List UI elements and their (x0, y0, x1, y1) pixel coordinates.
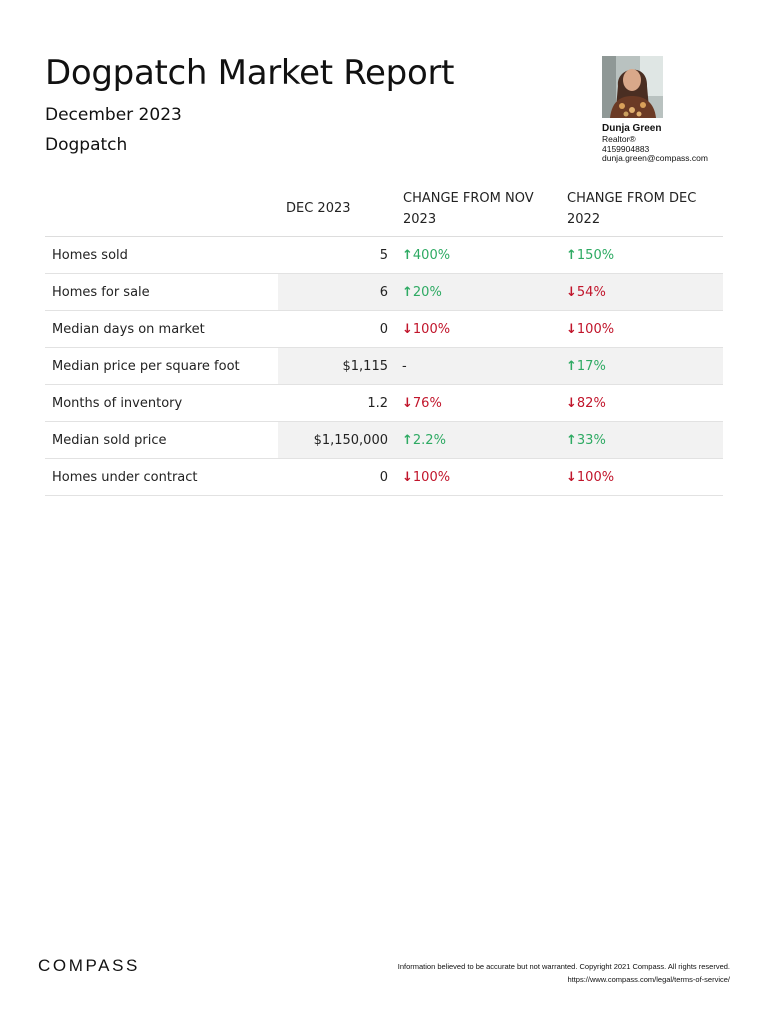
arrow-up-icon: ↑ (402, 247, 413, 263)
metric-value: $1,115 (278, 347, 395, 385)
metric-label: Median days on market (45, 310, 278, 348)
change-vs-prev-year: ↓100% (559, 310, 723, 348)
table-row: Homes for sale 6 ↑20% ↓54% (45, 273, 723, 311)
report-period: December 2023 (45, 105, 182, 125)
metric-label: Months of inventory (45, 384, 278, 422)
change-vs-prev-year: ↑17% (559, 347, 723, 385)
table-body: Homes sold 5 ↑400% ↑150% Homes for sale 6 ↑20%… (45, 236, 723, 496)
arrow-down-icon: ↓ (566, 284, 577, 300)
arrow-down-icon: ↓ (566, 395, 577, 411)
change-vs-prev-month: - (395, 347, 559, 385)
disclaimer-text: Information believed to be accurate but … (397, 962, 730, 971)
change-vs-prev-month: ↑20% (395, 273, 559, 311)
change-vs-prev-year: ↓54% (559, 273, 723, 311)
table-row: Homes under contract 0 ↓100% ↓100% (45, 458, 723, 496)
agent-photo (602, 56, 663, 118)
change-vs-prev-month: ↑400% (395, 236, 559, 274)
metric-label: Median sold price (45, 421, 278, 459)
header-vs-prev-month: CHANGE FROM NOV 2023 (395, 181, 559, 237)
compass-logo: COMPASS (38, 956, 140, 975)
agent-role: Realtor® (602, 134, 636, 144)
metric-label: Homes sold (45, 236, 278, 274)
metric-label: Homes for sale (45, 273, 278, 311)
change-vs-prev-month: ↓100% (395, 458, 559, 496)
terms-link[interactable]: https://www.compass.com/legal/terms-of-s… (567, 975, 730, 984)
change-text: 82% (576, 395, 606, 411)
table-row: Median price per square foot $1,115- ↑17% (45, 347, 723, 385)
metric-value: 5 (278, 236, 395, 274)
change-text: 2.2% (412, 432, 446, 448)
header-metric (45, 181, 278, 237)
metric-value: 1.2 (278, 384, 395, 422)
change-vs-prev-month: ↓100% (395, 310, 559, 348)
change-text: - (402, 358, 407, 374)
agent-name: Dunja Green (602, 123, 662, 134)
metric-value: $1,150,000 (278, 421, 395, 459)
header-vs-prev-year: CHANGE FROM DEC 2022 (559, 181, 723, 237)
change-text: 100% (412, 321, 451, 337)
arrow-down-icon: ↓ (566, 469, 577, 485)
table-row: Homes sold 5 ↑400% ↑150% (45, 236, 723, 274)
arrow-down-icon: ↓ (402, 321, 413, 337)
agent-phone: 4159904883 (602, 143, 650, 154)
table-row: Median sold price $1,150,000 ↑2.2% ↑33% (45, 421, 723, 459)
change-text: 100% (576, 469, 615, 485)
change-text: 400% (412, 247, 451, 263)
metric-label: Homes under contract (45, 458, 278, 496)
metric-label: Median price per square foot (45, 347, 278, 385)
change-vs-prev-month: ↑2.2% (395, 421, 559, 459)
metric-value: 0 (278, 458, 395, 496)
metric-value: 6 (278, 273, 395, 311)
change-vs-prev-year: ↓100% (559, 458, 723, 496)
header-current: DEC 2023 (278, 181, 395, 237)
agent-card: Dunja Green Realtor® 4159904883 dunja.gr… (602, 56, 752, 164)
change-text: 100% (412, 469, 451, 485)
report-header: Dogpatch Market Report December 2023 Dog… (45, 52, 495, 156)
footer-disclaimer: Information believed to be accurate but … (398, 960, 730, 986)
change-text: 150% (576, 247, 615, 263)
table-row: Months of inventory 1.2 ↓76% ↓82% (45, 384, 723, 422)
table-header-row: DEC 2023 CHANGE FROM NOV 2023 CHANGE FRO… (45, 181, 723, 237)
report-area: Dogpatch (45, 135, 128, 155)
arrow-up-icon: ↑ (566, 358, 577, 374)
change-text: 17% (576, 358, 606, 374)
change-vs-prev-year: ↑150% (559, 236, 723, 274)
market-stats-table: DEC 2023 CHANGE FROM NOV 2023 CHANGE FRO… (45, 181, 723, 496)
change-vs-prev-year: ↓82% (559, 384, 723, 422)
table-row: Median days on market 0 ↓100% ↓100% (45, 310, 723, 348)
arrow-down-icon: ↓ (566, 321, 577, 337)
change-text: 54% (576, 284, 606, 300)
arrow-up-icon: ↑ (402, 284, 413, 300)
arrow-up-icon: ↑ (566, 247, 577, 263)
change-text: 76% (412, 395, 442, 411)
arrow-up-icon: ↑ (566, 432, 577, 448)
arrow-down-icon: ↓ (402, 469, 413, 485)
metric-value: 0 (278, 310, 395, 348)
change-text: 20% (412, 284, 442, 300)
change-vs-prev-month: ↓76% (395, 384, 559, 422)
change-text: 100% (576, 321, 615, 337)
agent-email[interactable]: dunja.green@compass.com (602, 153, 708, 163)
change-vs-prev-year: ↑33% (559, 421, 723, 459)
arrow-down-icon: ↓ (402, 395, 413, 411)
arrow-up-icon: ↑ (402, 432, 413, 448)
report-title: Dogpatch Market Report (45, 53, 455, 93)
change-text: 33% (576, 432, 606, 448)
